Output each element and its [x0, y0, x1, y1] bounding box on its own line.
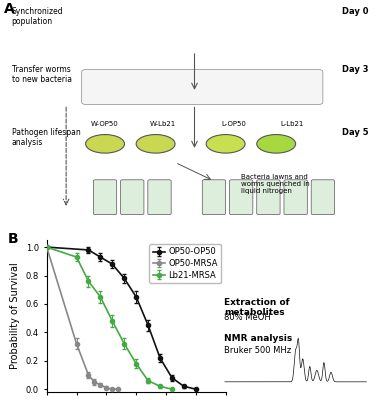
FancyBboxPatch shape [230, 180, 253, 214]
Legend: OP50-OP50, OP50-MRSA, Lb21-MRSA: OP50-OP50, OP50-MRSA, Lb21-MRSA [149, 244, 221, 283]
Text: W-OP50: W-OP50 [91, 121, 119, 127]
FancyBboxPatch shape [202, 180, 226, 214]
Text: Bruker 500 MHz: Bruker 500 MHz [224, 346, 291, 355]
Text: W-Lb21: W-Lb21 [150, 121, 177, 127]
Text: 80% MeOH: 80% MeOH [224, 313, 271, 322]
Text: Day 5: Day 5 [342, 128, 369, 137]
Text: Synchronized
population: Synchronized population [12, 7, 63, 26]
Text: Bacteria lawns and
worms quenched in
liquid nitrogen: Bacteria lawns and worms quenched in liq… [241, 174, 310, 194]
FancyBboxPatch shape [257, 180, 280, 214]
Text: L-OP50: L-OP50 [221, 121, 246, 127]
Text: Extraction of
metabolites: Extraction of metabolites [224, 298, 290, 317]
FancyBboxPatch shape [82, 70, 323, 104]
Text: A: A [4, 2, 15, 16]
Text: L-Lb21: L-Lb21 [280, 121, 303, 127]
Y-axis label: Probability of Survival: Probability of Survival [10, 263, 20, 369]
FancyBboxPatch shape [93, 180, 117, 214]
Text: Day 3: Day 3 [342, 65, 369, 74]
Ellipse shape [136, 134, 175, 153]
Ellipse shape [206, 134, 245, 153]
Text: B: B [7, 232, 18, 246]
Text: Pathogen lifespan
analysis: Pathogen lifespan analysis [12, 128, 81, 147]
Text: NMR analysis: NMR analysis [224, 334, 293, 343]
Text: Transfer worms
to new bacteria: Transfer worms to new bacteria [12, 65, 72, 84]
Ellipse shape [257, 134, 296, 153]
FancyBboxPatch shape [284, 180, 307, 214]
Text: Day 0: Day 0 [342, 7, 369, 16]
FancyBboxPatch shape [121, 180, 144, 214]
Ellipse shape [86, 134, 124, 153]
FancyBboxPatch shape [311, 180, 335, 214]
FancyBboxPatch shape [148, 180, 171, 214]
